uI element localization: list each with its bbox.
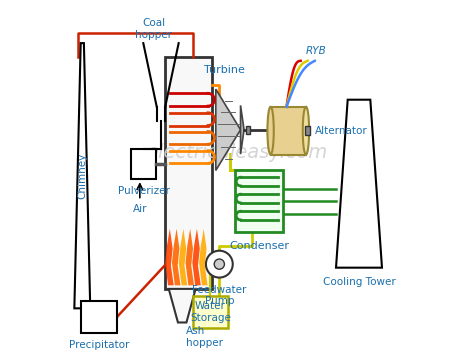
Polygon shape bbox=[179, 229, 187, 285]
Polygon shape bbox=[169, 289, 196, 322]
Bar bbox=[246, 126, 250, 134]
Text: electricaleasy.com: electricaleasy.com bbox=[146, 143, 328, 162]
Polygon shape bbox=[74, 43, 90, 308]
Text: Coal
hopper: Coal hopper bbox=[136, 18, 173, 40]
Bar bbox=[193, 296, 228, 328]
Polygon shape bbox=[336, 100, 382, 268]
Bar bbox=[131, 149, 156, 179]
Polygon shape bbox=[165, 229, 173, 285]
Bar bbox=[305, 126, 310, 135]
Polygon shape bbox=[240, 105, 244, 154]
Text: Cooling Tower: Cooling Tower bbox=[323, 277, 395, 286]
Text: Turbine: Turbine bbox=[204, 65, 245, 75]
Text: Pulverizer: Pulverizer bbox=[118, 186, 170, 196]
Ellipse shape bbox=[267, 107, 274, 154]
Bar bbox=[164, 57, 212, 289]
Polygon shape bbox=[172, 229, 181, 285]
Bar bbox=[235, 170, 283, 232]
Text: Alternator: Alternator bbox=[315, 126, 367, 136]
Text: Chimney: Chimney bbox=[77, 153, 87, 199]
Text: Air: Air bbox=[133, 204, 147, 214]
Polygon shape bbox=[185, 229, 194, 285]
Text: RYB: RYB bbox=[306, 45, 327, 55]
Ellipse shape bbox=[303, 107, 309, 154]
Text: Precipitator: Precipitator bbox=[69, 340, 129, 350]
Polygon shape bbox=[216, 89, 240, 170]
Bar bbox=[82, 301, 117, 333]
Circle shape bbox=[206, 251, 233, 278]
Text: Ash
hopper: Ash hopper bbox=[186, 326, 223, 348]
Bar bbox=[271, 107, 306, 154]
Polygon shape bbox=[192, 229, 201, 285]
Text: Feedwater
Pump: Feedwater Pump bbox=[192, 285, 246, 306]
Text: Water
Storage: Water Storage bbox=[190, 301, 231, 323]
Text: Condenser: Condenser bbox=[229, 241, 289, 251]
Circle shape bbox=[214, 259, 224, 269]
Polygon shape bbox=[199, 229, 208, 285]
